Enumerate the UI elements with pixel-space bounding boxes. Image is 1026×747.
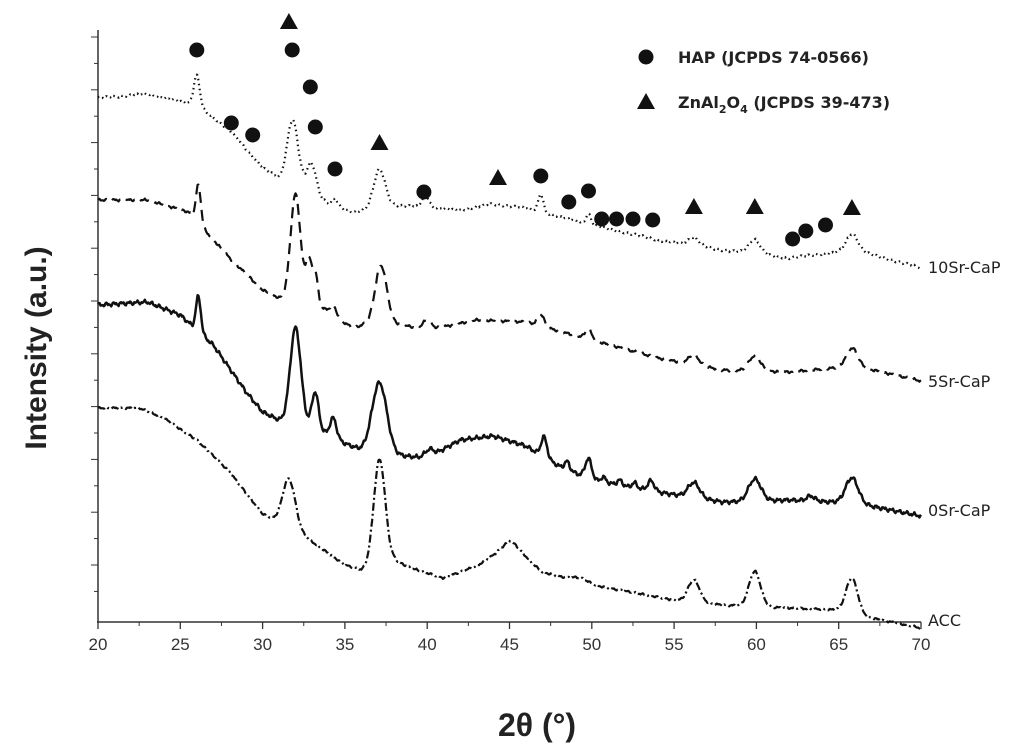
hap-peak-marker — [818, 217, 833, 233]
znal2o4-peak-marker — [842, 199, 861, 215]
x-tick-label: 40 — [418, 635, 437, 654]
hap-peak-marker — [223, 115, 239, 131]
axis-ticks: 20 25 30 35 40 45 50 55 60 65 70 — [89, 36, 931, 654]
x-tick-label: 70 — [912, 635, 931, 654]
znal2o4-peak-marker — [370, 134, 389, 150]
legend: HAP (JCPDS 74-0566) ZnAl2O4 (JCPDS 39-47… — [637, 48, 890, 116]
hap-peak-marker — [625, 211, 641, 227]
x-tick-label: 60 — [747, 635, 766, 654]
hap-peak-marker — [645, 212, 661, 228]
hap-peak-marker — [594, 211, 610, 227]
x-tick-label: 35 — [335, 635, 354, 654]
hap-peak-marker — [785, 231, 801, 247]
x-tick-label: 50 — [582, 635, 601, 654]
hap-peak-marker — [561, 194, 577, 210]
curve-5sr-cap — [97, 183, 922, 383]
hap-peak-marker — [609, 211, 624, 227]
series-curves — [97, 73, 922, 630]
znal2o4-peak-marker — [745, 198, 764, 214]
series-label-10sr-cap: 10Sr-CaP — [928, 258, 1001, 277]
y-axis-title: Intensity (a.u.) — [20, 246, 53, 449]
series-label-0sr-cap: 0Sr-CaP — [928, 501, 991, 520]
legend-hap-label: HAP (JCPDS 74-0566) — [678, 48, 869, 67]
legend-hap-marker — [638, 49, 654, 65]
znal2o4-markers — [279, 13, 861, 215]
hap-peak-marker — [189, 42, 205, 58]
series-label-acc: ACC — [928, 611, 961, 630]
hap-peak-marker — [533, 168, 549, 184]
hap-peak-marker — [245, 127, 261, 143]
hap-peak-marker — [581, 183, 596, 199]
x-tick-label: 25 — [171, 635, 190, 654]
hap-peak-marker — [307, 119, 323, 135]
znal2o4-peak-marker — [489, 169, 507, 185]
x-tick-label: 55 — [665, 635, 684, 654]
curve-0sr-cap — [97, 294, 922, 519]
x-tick-label: 65 — [829, 635, 848, 654]
znal2o4-peak-marker — [684, 198, 703, 214]
chart-frame — [97, 30, 921, 623]
legend-znal2o4-marker — [637, 93, 655, 109]
series-label-5sr-cap: 5Sr-CaP — [928, 372, 991, 391]
hap-markers — [189, 42, 833, 247]
curve-acc — [97, 405, 922, 630]
x-tick-label: 45 — [500, 635, 519, 654]
hap-peak-marker — [302, 79, 318, 95]
x-tick-label: 20 — [89, 635, 108, 654]
legend-znal2o4-label: ZnAl2O4 (JCPDS 39-473) — [678, 93, 890, 116]
hap-peak-marker — [327, 161, 343, 177]
hap-peak-marker — [416, 184, 432, 200]
x-axis-title: 2θ (°) — [498, 707, 576, 743]
x-tick-label: 30 — [253, 635, 272, 654]
hap-peak-marker — [798, 223, 814, 239]
znal2o4-peak-marker — [279, 13, 298, 29]
hap-peak-marker — [284, 42, 300, 58]
